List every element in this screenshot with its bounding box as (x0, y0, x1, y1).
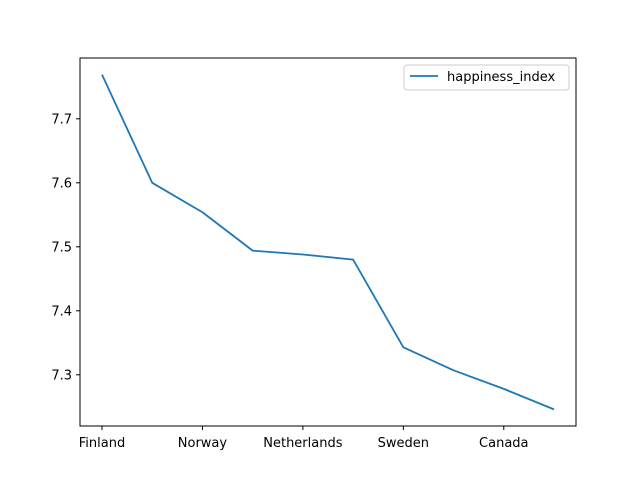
x-tick-label: Sweden (378, 436, 429, 451)
y-axis-ticks: 7.3 7.4 7.5 7.6 7.7 (51, 112, 80, 383)
y-tick-label: 7.5 (51, 240, 72, 255)
x-axis-ticks: Finland Norway Netherlands Sweden Canada (79, 426, 529, 451)
legend: happiness_index (403, 64, 570, 91)
plot-frame (79, 57, 577, 427)
x-tick-label: Netherlands (263, 436, 342, 451)
series-layer (101, 74, 555, 411)
legend-box (403, 64, 570, 91)
y-tick-label: 7.4 (51, 304, 72, 319)
x-tick-label: Norway (178, 436, 228, 451)
y-tick-label: 7.6 (51, 176, 72, 191)
legend-label-happiness-index: happiness_index (447, 70, 555, 85)
y-tick-label: 7.3 (51, 368, 72, 383)
y-tick-label: 7.7 (51, 112, 72, 127)
series-line-happiness-index (101, 74, 555, 411)
x-tick-label: Canada (479, 436, 528, 451)
x-tick-label: Finland (79, 436, 125, 451)
